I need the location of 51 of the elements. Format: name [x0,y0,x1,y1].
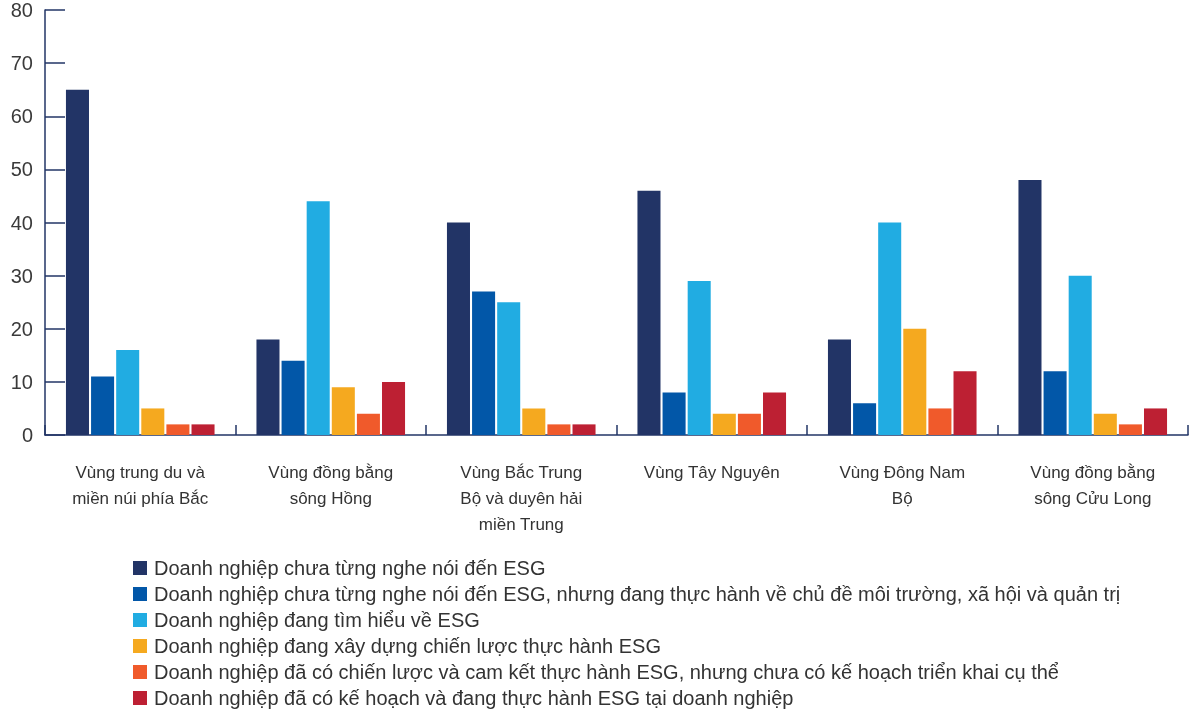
x-tick-label: Vùng đồng bằng sông Cửu Long [1030,462,1156,508]
legend-label: Doanh nghiệp đang xây dựng chiến lược thực hành ESG [154,635,661,657]
bar [522,408,546,435]
y-tick-label: 60 [10,105,33,128]
bar [853,403,877,435]
x-tick-label: Vùng Đông Nam Bộ [839,462,966,508]
y-tick-label: 80 [10,0,33,21]
bar [1043,371,1067,435]
y-tick-label: 70 [10,52,33,75]
bar [547,424,571,435]
x-tick-label: Vùng đồng bằng sông Hồng [268,462,394,508]
bar [1068,275,1092,435]
bar [191,424,215,435]
y-tick-label: 30 [10,264,33,287]
legend-label: Doanh nghiệp đang tìm hiểu về ESG [154,609,480,631]
bar [1093,413,1117,435]
bar [306,201,330,435]
y-tick-label: 0 [21,424,33,446]
bar [953,371,977,435]
x-tick-label: Vùng trung du và miền núi phía Bắc [72,462,209,508]
bar [281,360,305,435]
bar [382,381,406,435]
legend-label: Doanh nghiệp chưa từng nghe nói đến ESG, nhưng đang thực hành về chủ đề môi trường, xã hội và quản trị [154,583,1121,605]
y-tick-label: 20 [10,317,33,340]
bar [331,387,355,435]
bar [928,408,952,435]
legend-label: Doanh nghiệp đã có chiến lược và cam kết thực hành ESG, nhưng chưa có kế hoạch triển khai cụ thể [154,661,1059,683]
legend-label: Doanh nghiệp chưa từng nghe nói đến ESG [154,557,546,579]
bar [1144,408,1168,435]
bar [572,424,596,435]
bar [116,350,140,435]
bar [141,408,165,435]
bar [472,291,496,435]
y-tick-label: 50 [10,158,33,181]
bar [1118,424,1142,435]
bar [903,328,927,435]
y-tick-label: 40 [10,211,33,234]
bar [662,392,686,435]
bar [91,376,115,435]
bar [356,413,380,435]
bar [737,413,761,435]
bar [166,424,190,435]
bar [712,413,736,435]
x-tick-label: Vùng Tây Nguyên [643,462,780,482]
y-tick-label: 10 [10,370,33,393]
legend-label: Doanh nghiệp đã có kế hoạch và đang thực hành ESG tại doanh nghiệp [154,687,794,709]
bar [878,222,902,435]
x-tick-label: Vùng Bắc Trung Bộ và duyên hải miền Trung [460,462,583,534]
bar [687,280,711,435]
bar [497,302,521,435]
bar [763,392,787,435]
